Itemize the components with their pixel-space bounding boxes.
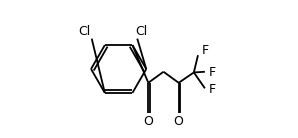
Text: O: O bbox=[143, 115, 153, 128]
Text: F: F bbox=[209, 66, 216, 79]
Text: Cl: Cl bbox=[78, 25, 90, 38]
Text: F: F bbox=[209, 83, 216, 95]
Text: F: F bbox=[201, 44, 209, 57]
Text: Cl: Cl bbox=[135, 25, 148, 38]
Text: O: O bbox=[174, 115, 184, 128]
